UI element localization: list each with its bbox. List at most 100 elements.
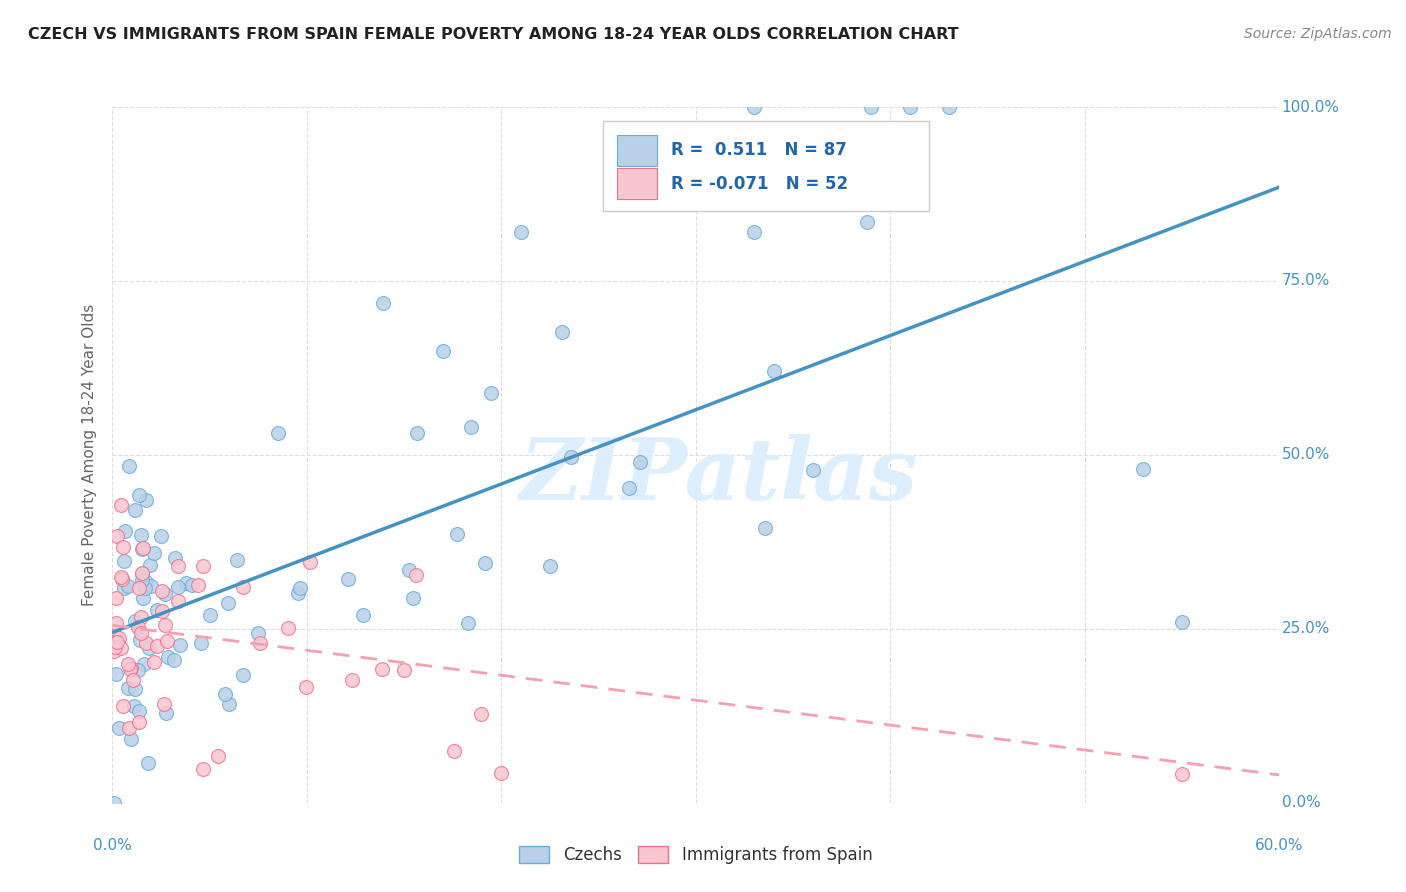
Point <box>191 762 214 776</box>
Point <box>1365 343 1388 358</box>
Point <box>232 668 254 682</box>
Point <box>163 653 186 667</box>
Point <box>156 634 179 648</box>
Text: CZECH VS IMMIGRANTS FROM SPAIN FEMALE POVERTY AMONG 18-24 YEAR OLDS CORRELATION : CZECH VS IMMIGRANTS FROM SPAIN FEMALE PO… <box>28 27 959 42</box>
Point <box>277 621 299 635</box>
Point <box>167 593 190 607</box>
Text: 0.0%: 0.0% <box>93 838 132 853</box>
Point <box>190 636 212 650</box>
Bar <box>617 135 658 166</box>
Point <box>128 487 150 501</box>
Point <box>105 529 128 543</box>
Point <box>114 524 136 538</box>
Point <box>124 503 146 517</box>
Point <box>198 607 221 622</box>
Point <box>560 450 582 464</box>
Point <box>120 732 142 747</box>
Point <box>288 581 311 595</box>
Point <box>129 527 152 541</box>
Point <box>104 616 127 631</box>
Point <box>110 569 132 583</box>
Point <box>1171 615 1194 629</box>
Point <box>460 420 482 434</box>
Point <box>352 607 374 622</box>
Point <box>112 540 135 554</box>
Point <box>153 587 176 601</box>
Text: 50.0%: 50.0% <box>1282 448 1330 462</box>
Point <box>742 100 765 114</box>
FancyBboxPatch shape <box>603 121 929 211</box>
Point <box>491 765 513 780</box>
Point <box>474 556 496 570</box>
Point <box>132 541 155 555</box>
Point <box>538 559 561 574</box>
Point <box>630 455 652 469</box>
Point <box>619 481 641 495</box>
Point <box>134 581 156 595</box>
Point <box>120 660 142 674</box>
Point <box>1365 100 1388 114</box>
Point <box>742 225 765 239</box>
Point <box>174 576 197 591</box>
Point <box>163 550 186 565</box>
Text: Source: ZipAtlas.com: Source: ZipAtlas.com <box>1244 27 1392 41</box>
Point <box>443 744 465 758</box>
Point <box>118 458 141 473</box>
Text: 60.0%: 60.0% <box>1256 838 1303 853</box>
Point <box>112 698 135 713</box>
Point <box>405 426 427 441</box>
Point <box>207 749 229 764</box>
Point <box>135 492 157 507</box>
Point <box>103 796 125 810</box>
Point <box>1405 100 1406 114</box>
Point <box>128 581 150 595</box>
Bar <box>617 168 658 199</box>
Point <box>214 687 236 701</box>
Y-axis label: Female Poverty Among 18-24 Year Olds: Female Poverty Among 18-24 Year Olds <box>82 304 97 606</box>
Point <box>336 572 359 586</box>
Point <box>249 636 271 650</box>
Point <box>146 603 169 617</box>
Point <box>340 673 363 688</box>
Point <box>111 572 134 586</box>
Point <box>103 643 125 657</box>
Point <box>135 636 157 650</box>
Point <box>104 640 127 654</box>
Point <box>112 581 135 595</box>
Point <box>217 596 239 610</box>
Point <box>150 529 173 543</box>
Point <box>128 715 150 730</box>
Point <box>122 699 145 714</box>
Point <box>247 625 270 640</box>
Point <box>166 559 188 574</box>
Point <box>142 546 165 560</box>
Point <box>131 566 153 580</box>
Point <box>762 364 785 378</box>
Point <box>218 697 240 711</box>
Point <box>150 583 173 598</box>
Point <box>155 706 177 721</box>
Point <box>131 541 153 556</box>
Point <box>402 591 425 605</box>
Point <box>856 214 879 228</box>
Text: 25.0%: 25.0% <box>1282 622 1330 636</box>
Text: R =  0.511   N = 87: R = 0.511 N = 87 <box>672 141 848 159</box>
Point <box>104 666 127 681</box>
Point <box>131 574 153 588</box>
Point <box>108 721 131 735</box>
Point <box>398 563 420 577</box>
Point <box>117 721 139 735</box>
Point <box>167 580 190 594</box>
Point <box>432 343 454 358</box>
Point <box>132 657 155 671</box>
Point <box>169 638 191 652</box>
Point <box>150 604 173 618</box>
Point <box>104 591 127 606</box>
Point <box>405 567 427 582</box>
Point <box>112 554 135 568</box>
Point <box>180 578 202 592</box>
Point <box>139 579 162 593</box>
Point <box>1132 462 1154 476</box>
Point <box>143 655 166 669</box>
Point <box>124 681 146 696</box>
